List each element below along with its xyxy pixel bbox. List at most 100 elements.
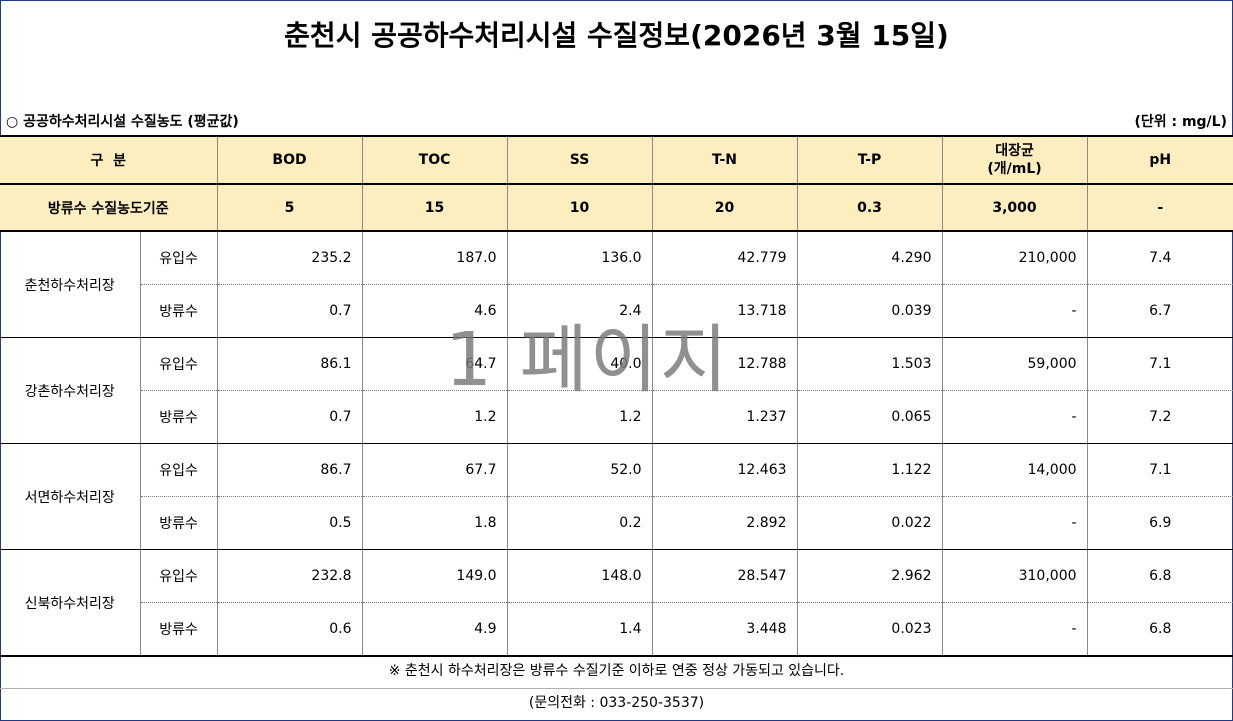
plant-name: 신북하수처리장: [0, 549, 140, 656]
plant-name: 강촌하수처리장: [0, 337, 140, 444]
header-row: 구 분 BOD TOC SS T-N T-P 대장균 (개/mL) pH: [0, 135, 1233, 184]
unit-label: (단위 : mg/L): [1134, 114, 1227, 130]
table-cell: 12.788: [651, 337, 798, 391]
table-cell: 13.718: [651, 284, 798, 338]
effluent-label: 방류수: [139, 284, 218, 338]
table-cell: 2.892: [651, 496, 798, 550]
table-row: 방류수 0.5 1.8 0.2 2.892 0.022 - 6.9: [0, 496, 1233, 550]
table-cell: 12.463: [651, 443, 798, 497]
table-cell: 4.290: [796, 231, 943, 285]
standard-value: 3,000: [941, 183, 1088, 232]
header-ss: SS: [506, 135, 653, 184]
standard-value: 15: [361, 183, 508, 232]
standard-value: -: [1086, 183, 1233, 232]
table-cell: 86.1: [216, 337, 363, 391]
table-cell: 1.2: [361, 390, 508, 444]
table-cell: 136.0: [506, 231, 653, 285]
footer-note: ※ 춘천시 하수처리장은 방류수 수질기준 이하로 연중 정상 가동되고 있습니…: [0, 655, 1233, 689]
table-cell: 0.5: [216, 496, 363, 550]
table-row: 방류수 0.7 4.6 2.4 13.718 0.039 - 6.7: [0, 284, 1233, 338]
table-cell: 1.503: [796, 337, 943, 391]
header-toc: TOC: [361, 135, 508, 184]
table-cell: 0.2: [506, 496, 653, 550]
header-ph: pH: [1086, 135, 1233, 184]
table-cell: -: [941, 496, 1088, 550]
table-cell: 235.2: [216, 231, 363, 285]
table-cell: 210,000: [941, 231, 1088, 285]
table-cell: 0.6: [216, 602, 363, 656]
header-category: 구 분: [0, 135, 218, 184]
table-row: 서면하수처리장 유입수 86.7 67.7 52.0 12.463 1.122 …: [0, 443, 1233, 550]
table-cell: 2.4: [506, 284, 653, 338]
table-cell: 232.8: [216, 549, 363, 603]
table-cell: 310,000: [941, 549, 1088, 603]
table-cell: 52.0: [506, 443, 653, 497]
effluent-label: 방류수: [139, 390, 218, 444]
header-bod: BOD: [216, 135, 363, 184]
plant-name: 춘천하수처리장: [0, 231, 140, 338]
table-row: 신북하수처리장 유입수 232.8 149.0 148.0 28.547 2.9…: [0, 549, 1233, 656]
influent-label: 유입수: [139, 337, 218, 391]
table-cell: -: [941, 602, 1088, 656]
table-row: 방류수 0.6 4.9 1.4 3.448 0.023 - 6.8: [0, 602, 1233, 656]
table-cell: 1.8: [361, 496, 508, 550]
effluent-label: 방류수: [139, 602, 218, 656]
table-cell: 7.4: [1086, 231, 1233, 285]
header-tn: T-N: [651, 135, 798, 184]
table-cell: 0.022: [796, 496, 943, 550]
table-cell: 1.4: [506, 602, 653, 656]
table-row: 강촌하수처리장 유입수 86.1 64.7 40.0 12.788 1.503 …: [0, 337, 1233, 444]
table-cell: 1.2: [506, 390, 653, 444]
table-cell: 6.9: [1086, 496, 1233, 550]
table-cell: 40.0: [506, 337, 653, 391]
table-cell: 59,000: [941, 337, 1088, 391]
water-quality-table: 구 분 BOD TOC SS T-N T-P 대장균 (개/mL) pH 방류수…: [0, 135, 1233, 656]
standard-value: 5: [216, 183, 363, 232]
table-cell: 64.7: [361, 337, 508, 391]
page-title: 춘천시 공공하수처리시설 수질정보(2026년 3월 15일): [284, 19, 949, 52]
table-cell: 1.122: [796, 443, 943, 497]
table-cell: 0.039: [796, 284, 943, 338]
header-coliform: 대장균 (개/mL): [941, 135, 1088, 184]
table-cell: 42.779: [651, 231, 798, 285]
table-cell: 0.7: [216, 284, 363, 338]
section-subtitle: ○ 공공하수처리시설 수질농도 (평균값): [6, 114, 239, 130]
influent-label: 유입수: [139, 443, 218, 497]
table-cell: 4.6: [361, 284, 508, 338]
table-cell: 14,000: [941, 443, 1088, 497]
standard-value: 10: [506, 183, 653, 232]
influent-label: 유입수: [139, 549, 218, 603]
table-cell: 6.8: [1086, 549, 1233, 603]
table-cell: 0.7: [216, 390, 363, 444]
table-cell: 86.7: [216, 443, 363, 497]
table-cell: -: [941, 284, 1088, 338]
table-cell: 1.237: [651, 390, 798, 444]
standard-value: 20: [651, 183, 798, 232]
standard-value: 0.3: [796, 183, 943, 232]
table-cell: 67.7: [361, 443, 508, 497]
table-cell: 7.2: [1086, 390, 1233, 444]
influent-label: 유입수: [139, 231, 218, 285]
header-coliform-label: 대장균: [995, 143, 1034, 159]
table-row: 방류수 0.7 1.2 1.2 1.237 0.065 - 7.2: [0, 390, 1233, 444]
contact-phone: (문의전화 : 033-250-3537): [528, 695, 705, 711]
table-cell: -: [941, 390, 1088, 444]
table-cell: 0.023: [796, 602, 943, 656]
standard-row: 방류수 수질농도기준 5 15 10 20 0.3 3,000 -: [0, 183, 1233, 232]
table-row: 춘천하수처리장 유입수 235.2 187.0 136.0 42.779 4.2…: [0, 231, 1233, 338]
table-cell: 3.448: [651, 602, 798, 656]
header-tp: T-P: [796, 135, 943, 184]
table-cell: 149.0: [361, 549, 508, 603]
table-cell: 28.547: [651, 549, 798, 603]
standard-label: 방류수 수질농도기준: [0, 183, 218, 232]
table-cell: 7.1: [1086, 443, 1233, 497]
table-cell: 6.8: [1086, 602, 1233, 656]
table-cell: 2.962: [796, 549, 943, 603]
plant-name: 서면하수처리장: [0, 443, 140, 550]
effluent-label: 방류수: [139, 496, 218, 550]
table-cell: 0.065: [796, 390, 943, 444]
header-coliform-unit: (개/mL): [987, 161, 1042, 177]
table-cell: 4.9: [361, 602, 508, 656]
table-cell: 187.0: [361, 231, 508, 285]
table-cell: 7.1: [1086, 337, 1233, 391]
